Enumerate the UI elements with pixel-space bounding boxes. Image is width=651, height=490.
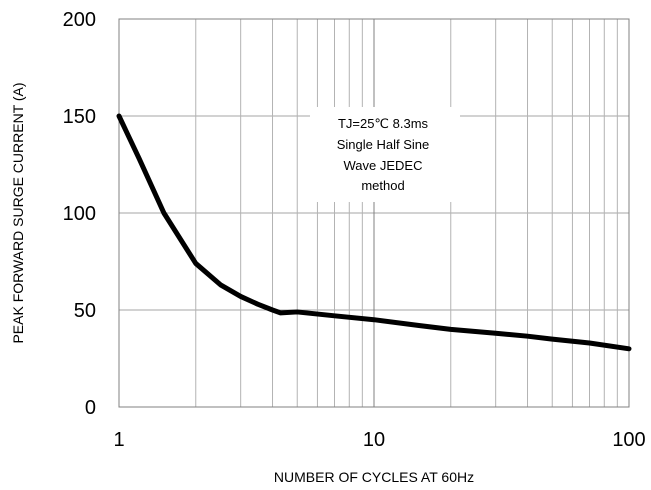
annotation-text: TJ=25℃ 8.3ms Single Half Sine Wave JEDEC me…	[337, 116, 430, 193]
y-tick-labels: 0 50 100 150 200	[63, 9, 96, 419]
annotation-box	[310, 107, 460, 202]
annotation-line: method	[361, 178, 404, 193]
annotation-line: Single Half Sine	[337, 137, 430, 152]
x-axis-label: NUMBER OF CYCLES AT 60Hz	[274, 469, 474, 485]
x-tick-label: 100	[612, 429, 645, 451]
y-tick-label: 150	[63, 106, 96, 128]
annotation-line: TJ=25℃ 8.3ms	[338, 116, 429, 131]
series-line-surge-current	[116, 113, 632, 352]
grid-lines	[118, 18, 630, 408]
annotation-line: Wave JEDEC	[344, 158, 423, 173]
plot-frame	[118, 18, 630, 408]
x-tick-label: 1	[113, 429, 124, 451]
y-tick-label: 200	[63, 9, 96, 31]
x-tick-label: 10	[363, 429, 385, 451]
x-tick-labels: 1 10 100	[113, 429, 645, 451]
y-tick-label: 100	[63, 203, 96, 225]
y-tick-label: 0	[85, 397, 96, 419]
y-tick-label: 50	[74, 300, 96, 322]
y-axis-label: PEAK FORWARD SURGE CURRENT (A)	[10, 82, 26, 343]
